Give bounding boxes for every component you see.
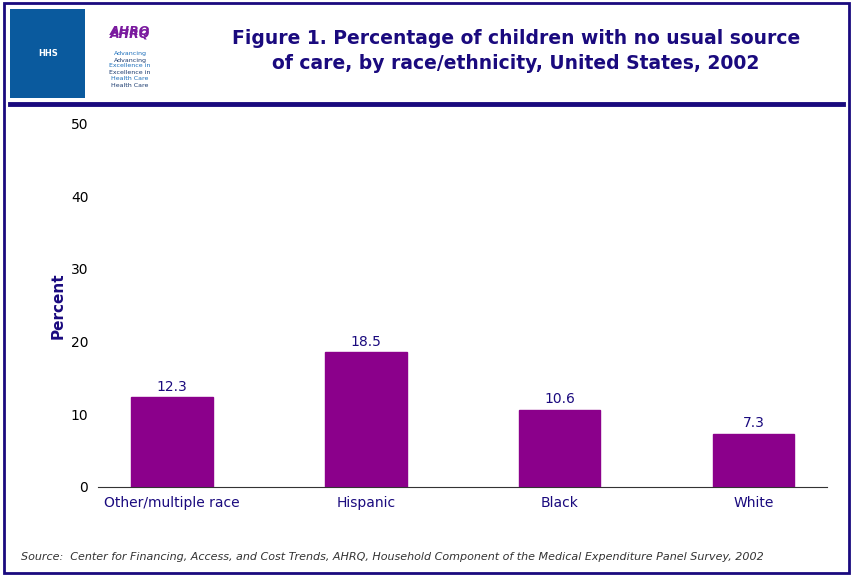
Text: 18.5: 18.5 [350,335,381,349]
Bar [518,410,600,487]
Text: Figure 1. Percentage of children with no usual source
of care, by race/ethnicity: Figure 1. Percentage of children with no… [232,29,799,74]
Text: Excellence in: Excellence in [109,63,151,69]
Text: 10.6: 10.6 [544,392,574,406]
Bar [131,397,212,487]
Text: AHRQ: AHRQ [110,27,150,40]
Bar [85,9,176,98]
Bar [712,434,793,487]
Y-axis label: Percent: Percent [50,272,65,339]
Text: 7.3: 7.3 [742,416,763,430]
Bar [10,9,85,98]
Text: HHS: HHS [37,49,57,58]
Text: Health Care: Health Care [111,76,148,81]
Text: AHRQ: AHRQ [110,24,150,37]
Text: Excellence in: Excellence in [109,70,151,75]
Text: 12.3: 12.3 [157,380,187,394]
Bar [325,353,406,487]
Text: Health Care: Health Care [111,83,148,88]
Text: Advancing: Advancing [113,58,147,63]
Text: Source:  Center for Financing, Access, and Cost Trends, AHRQ, Household Componen: Source: Center for Financing, Access, an… [21,552,763,562]
Text: Advancing: Advancing [113,51,147,56]
